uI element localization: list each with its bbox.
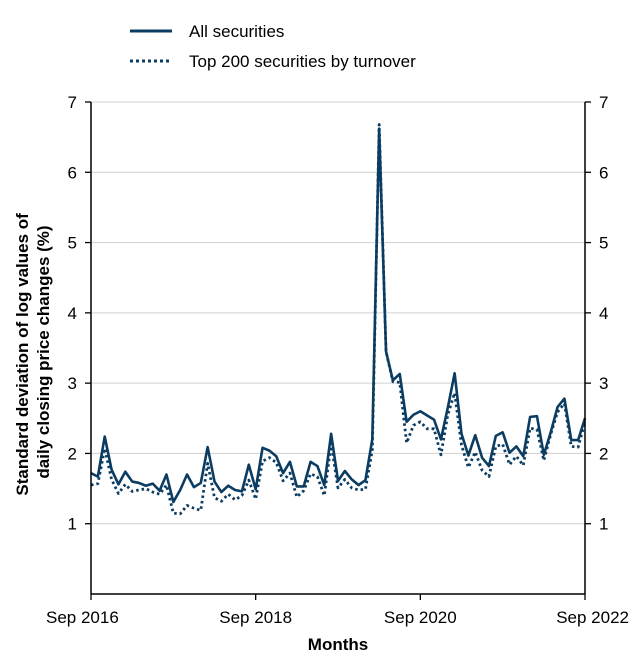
- left-y-tick-label-4: 4: [68, 304, 77, 323]
- axes: [90, 102, 586, 595]
- series-line-all-securities: [90, 127, 587, 504]
- left-y-tick-label-1: 1: [68, 515, 77, 534]
- legend-label-all-securities: All securities: [189, 22, 284, 41]
- right-y-tick-label-4: 4: [599, 304, 608, 323]
- left-y-tick-label-7: 7: [68, 93, 77, 112]
- left-y-axis-ticks: 1 2 3 4 5 6 7: [68, 93, 91, 534]
- y-axis-title-line-1: Standard deviation of log values of: [13, 213, 32, 496]
- right-y-tick-label-7: 7: [599, 93, 608, 112]
- right-y-tick-label-3: 3: [599, 374, 608, 393]
- legend-label-top-200: Top 200 securities by turnover: [189, 52, 416, 71]
- right-y-tick-label-1: 1: [599, 515, 608, 534]
- series-layer: [90, 123, 587, 516]
- right-y-tick-label-5: 5: [599, 234, 608, 253]
- x-tick-label-2018-09: Sep 2018: [219, 608, 292, 627]
- x-tick-label-2020-09: Sep 2020: [384, 608, 457, 627]
- left-y-tick-label-6: 6: [68, 163, 77, 182]
- gridlines: [91, 101, 585, 525]
- x-tick-label-2016-09: Sep 2016: [46, 608, 119, 627]
- x-axis-title: Months: [308, 635, 368, 654]
- right-y-tick-label-2: 2: [599, 444, 608, 463]
- series-line-top-200: [90, 123, 587, 516]
- x-tick-label-2022-09: Sep 2022: [556, 608, 629, 627]
- right-y-tick-label-6: 6: [599, 163, 608, 182]
- left-y-tick-label-3: 3: [68, 374, 77, 393]
- left-y-tick-label-2: 2: [68, 444, 77, 463]
- x-axis-ticks: Sep 2016 Sep 2018 Sep 2020 Sep 2022: [46, 594, 629, 627]
- left-y-tick-label-5: 5: [68, 234, 77, 253]
- y-axis-title-line-2: daily closing price changes (%): [34, 225, 53, 478]
- right-y-axis-ticks: 1 2 3 4 5 6 7: [585, 93, 608, 534]
- y-axis-title: Standard deviation of log values of dail…: [13, 208, 53, 495]
- legend: All securities Top 200 securities by tur…: [130, 22, 416, 71]
